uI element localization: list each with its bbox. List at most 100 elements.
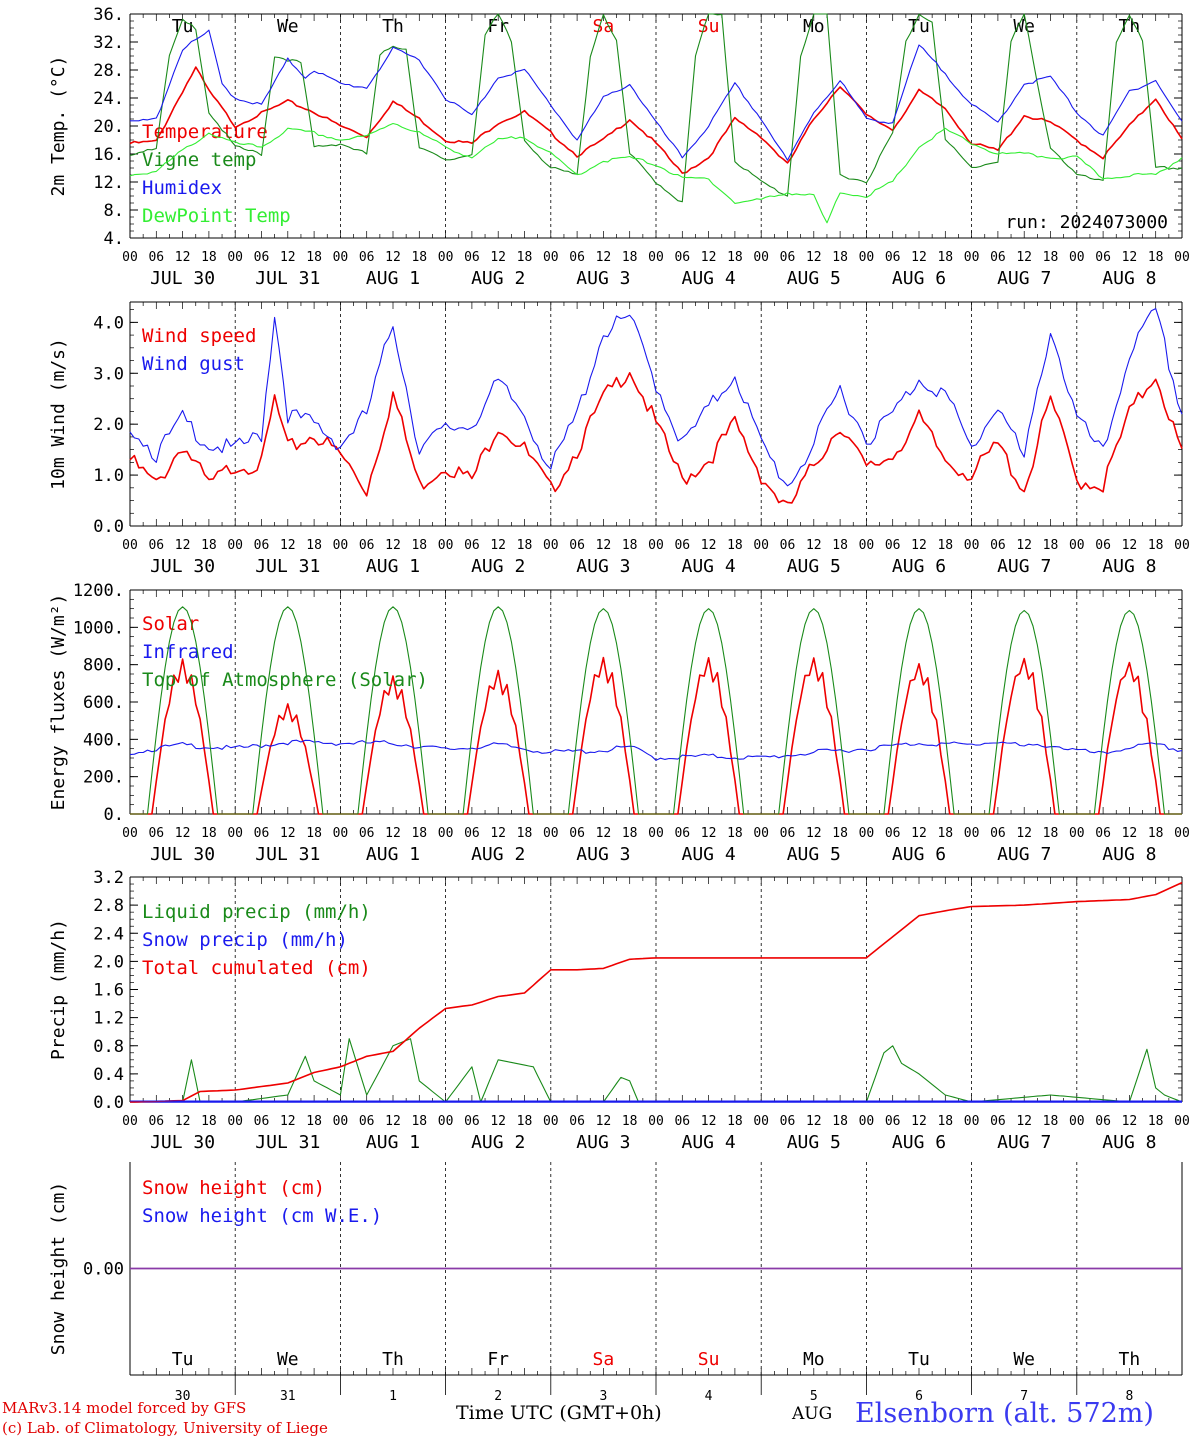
- day-number-label: 1: [389, 1389, 397, 1404]
- legend-entry: Wind gust: [142, 353, 245, 375]
- hour-tick-label: 12: [175, 1114, 191, 1129]
- hour-tick-label: 06: [674, 538, 690, 553]
- hour-tick-label: 12: [1016, 826, 1032, 841]
- hour-tick-label: 18: [517, 1114, 533, 1129]
- weekday-label: Tu: [908, 16, 930, 37]
- hour-tick-label: 12: [280, 538, 296, 553]
- date-label: JUL 30: [150, 268, 215, 289]
- date-label: AUG 7: [997, 556, 1051, 577]
- hour-tick-label: 00: [122, 826, 138, 841]
- y-tick-label: 200.: [83, 768, 124, 788]
- series-top-of-atmosphere-solar: [130, 606, 1182, 815]
- weekday-label: Tu: [908, 1349, 930, 1370]
- y-tick-label: 12.: [93, 173, 124, 193]
- hour-tick-label: 06: [359, 538, 375, 553]
- hour-tick-label: 00: [227, 538, 243, 553]
- y-axis-label: Precip (mm/h): [48, 919, 69, 1060]
- hour-tick-label: 12: [806, 826, 822, 841]
- date-label: JUL 31: [255, 1132, 320, 1153]
- date-label: JUL 31: [255, 844, 320, 865]
- hour-tick-label: 12: [1122, 1114, 1138, 1129]
- hour-tick-label: 18: [832, 538, 848, 553]
- hour-tick-label: 00: [859, 538, 875, 553]
- hour-tick-label: 06: [674, 250, 690, 265]
- hour-tick-label: 18: [1043, 826, 1059, 841]
- y-tick-label: 0.0: [93, 517, 124, 537]
- hour-tick-label: 18: [1043, 250, 1059, 265]
- hour-tick-label: 00: [122, 1114, 138, 1129]
- weekday-label: We: [1013, 1349, 1035, 1370]
- y-tick-label: 36.: [93, 5, 124, 25]
- hour-tick-label: 06: [148, 826, 164, 841]
- date-label: AUG 4: [682, 268, 736, 289]
- hour-tick-label: 06: [464, 1114, 480, 1129]
- day-number-label: 7: [1020, 1389, 1028, 1404]
- panel-energy: 1200. 1000. 800. 600. 400. 200. 0. Energy fluxe…: [48, 581, 1190, 865]
- hour-tick-label: 18: [937, 250, 953, 265]
- hour-tick-label: 18: [937, 538, 953, 553]
- y-tick-label: 16.: [93, 145, 124, 165]
- weekday-label: Tu: [172, 1349, 194, 1370]
- hour-tick-label: 12: [911, 538, 927, 553]
- hour-tick-label: 06: [254, 250, 270, 265]
- hour-tick-label: 00: [859, 1114, 875, 1129]
- hour-tick-label: 12: [596, 826, 612, 841]
- y-tick-label: 8.: [104, 201, 124, 221]
- date-label: AUG 7: [997, 268, 1051, 289]
- day-number-label: 30: [175, 1389, 191, 1404]
- hour-tick-label: 18: [1043, 1114, 1059, 1129]
- hour-tick-label: 12: [1016, 1114, 1032, 1129]
- legend-entry: Humidex: [142, 177, 222, 199]
- hour-tick-label: 18: [411, 1114, 427, 1129]
- day-number-label: 5: [810, 1389, 818, 1404]
- y-tick-label: 1.2: [93, 1009, 124, 1029]
- hour-tick-label: 00: [438, 1114, 454, 1129]
- date-label: AUG 6: [892, 268, 946, 289]
- weekday-label: Su: [698, 1349, 720, 1370]
- hour-tick-label: 00: [543, 538, 559, 553]
- legend-entry: Wind speed: [142, 325, 256, 347]
- legend-entry: Total cumulated (cm): [142, 957, 371, 979]
- date-label: AUG 1: [366, 1132, 420, 1153]
- hour-tick-label: 18: [517, 538, 533, 553]
- hour-tick-label: 06: [464, 826, 480, 841]
- weekday-label: Th: [382, 16, 404, 37]
- date-label: AUG 8: [1102, 556, 1156, 577]
- hour-tick-label: 18: [727, 1114, 743, 1129]
- hour-tick-label: 18: [727, 826, 743, 841]
- weekday-label: Mo: [803, 1349, 825, 1370]
- hour-tick-label: 18: [1148, 826, 1164, 841]
- lab-credit: (c) Lab. of Climatology, University of L…: [2, 1419, 328, 1437]
- hour-tick-label: 12: [806, 538, 822, 553]
- date-label: JUL 31: [255, 556, 320, 577]
- legend-entry: DewPoint Temp: [142, 205, 291, 227]
- hour-tick-label: 00: [543, 1114, 559, 1129]
- hour-tick-label: 00: [964, 1114, 980, 1129]
- legend-entry: Top of Atmosphere (Solar): [142, 669, 428, 691]
- weekday-label: Su: [698, 16, 720, 37]
- hour-tick-label: 06: [148, 250, 164, 265]
- hour-tick-label: 00: [333, 1114, 349, 1129]
- hour-tick-label: 12: [385, 250, 401, 265]
- hour-tick-label: 06: [885, 250, 901, 265]
- y-axis-label: Snow height (cm): [48, 1182, 69, 1355]
- hour-tick-label: 06: [569, 826, 585, 841]
- hour-tick-label: 18: [306, 250, 322, 265]
- hour-tick-label: 06: [885, 1114, 901, 1129]
- y-tick-label: 1000.: [73, 618, 124, 638]
- hour-tick-label: 12: [175, 538, 191, 553]
- hour-tick-label: 18: [306, 538, 322, 553]
- day-number-label: 31: [280, 1389, 296, 1404]
- panel-snow: 0.00 Snow height (cm) Tu 30 We 31 Th 1 Fr 2 Sa 3 Su 4…: [48, 1162, 1183, 1404]
- hour-tick-label: 12: [911, 1114, 927, 1129]
- hour-tick-label: 00: [964, 538, 980, 553]
- hour-tick-label: 12: [806, 1114, 822, 1129]
- hour-tick-label: 18: [306, 826, 322, 841]
- hour-tick-label: 12: [701, 1114, 717, 1129]
- series-vigne-temp: [129, 13, 1183, 203]
- y-tick-label: 2.0: [93, 415, 124, 435]
- series-infrared: [129, 739, 1183, 761]
- hour-tick-label: 00: [1174, 250, 1190, 265]
- hour-tick-label: 12: [911, 250, 927, 265]
